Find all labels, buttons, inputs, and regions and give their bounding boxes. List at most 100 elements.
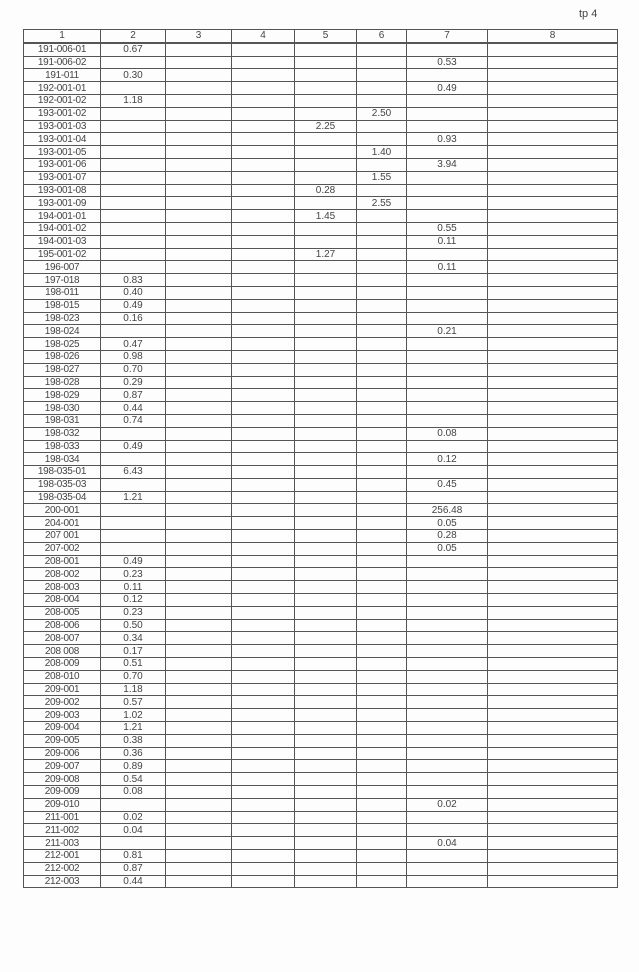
table-row: 209-008 0.54 xyxy=(23,772,618,787)
value-cell xyxy=(406,196,488,211)
value-cell xyxy=(165,93,232,108)
value-cell xyxy=(294,669,357,684)
value-cell xyxy=(231,682,295,697)
value-cell: 0.11 xyxy=(406,260,488,275)
value-cell xyxy=(487,772,618,787)
value-cell xyxy=(294,541,357,556)
table-row: 192-001-01 0.49 xyxy=(23,81,618,95)
value-cell: 0.08 xyxy=(100,785,166,799)
row-id-cell: 198-011 xyxy=(23,285,101,300)
value-cell: 0.34 xyxy=(100,631,166,646)
value-cell xyxy=(294,593,357,607)
value-cell xyxy=(100,119,166,134)
value-cell xyxy=(294,682,357,697)
row-id-cell: 193-001-05 xyxy=(23,145,101,159)
value-cell xyxy=(406,362,488,377)
value-cell xyxy=(231,183,295,198)
value-cell xyxy=(165,183,232,198)
value-cell xyxy=(294,55,357,70)
value-cell xyxy=(406,106,488,121)
value-cell xyxy=(487,516,618,531)
row-id-cell: 212-001 xyxy=(23,849,101,863)
value-cell xyxy=(165,874,232,889)
value-cell: 0.38 xyxy=(100,733,166,748)
value-cell: 0.30 xyxy=(100,68,166,83)
value-cell xyxy=(294,401,357,415)
value-cell: 0.28 xyxy=(294,183,357,198)
value-cell: 0.98 xyxy=(100,349,166,364)
value-cell xyxy=(487,605,618,620)
value-cell xyxy=(100,529,166,543)
column-header: 7 xyxy=(406,28,488,44)
value-cell: 1.02 xyxy=(100,708,166,723)
value-cell: 0.50 xyxy=(100,618,166,633)
column-header: 8 xyxy=(487,28,618,44)
value-cell xyxy=(487,388,618,403)
value-cell xyxy=(406,337,488,351)
value-cell xyxy=(294,42,357,57)
row-id-cell: 196-007 xyxy=(23,260,101,275)
value-cell xyxy=(356,234,407,249)
value-cell xyxy=(356,785,407,799)
value-cell xyxy=(294,785,357,799)
table-row: 193-001-02 2.50 xyxy=(23,106,618,121)
table-row: 198-035-03 0.45 xyxy=(23,477,618,492)
value-cell xyxy=(356,657,407,671)
value-cell: 6.43 xyxy=(100,465,166,479)
value-cell: 0.93 xyxy=(406,132,488,147)
table-row: 198-033 0.49 xyxy=(23,439,618,454)
row-id-cell: 200-001 xyxy=(23,503,101,518)
value-cell xyxy=(294,465,357,479)
value-cell xyxy=(487,183,618,198)
value-cell xyxy=(487,593,618,607)
value-cell xyxy=(294,490,357,505)
row-id-cell: 193-001-03 xyxy=(23,119,101,134)
value-cell xyxy=(487,759,618,774)
value-cell xyxy=(294,132,357,147)
table-row: 198-030 0.44 xyxy=(23,401,618,415)
value-cell xyxy=(165,849,232,863)
value-cell: 0.49 xyxy=(100,554,166,569)
value-cell xyxy=(406,170,488,185)
value-cell xyxy=(487,132,618,147)
value-cell xyxy=(406,618,488,633)
value-cell xyxy=(406,349,488,364)
value-cell xyxy=(487,145,618,159)
value-cell xyxy=(100,247,166,262)
row-id-cell: 208-010 xyxy=(23,669,101,684)
value-cell xyxy=(356,810,407,825)
value-cell: 0.67 xyxy=(100,42,166,57)
value-cell xyxy=(356,362,407,377)
table-row: 198-032 0.08 xyxy=(23,426,618,441)
value-cell xyxy=(231,298,295,313)
value-cell xyxy=(165,580,232,595)
value-cell xyxy=(231,580,295,595)
table-row: 198-023 0.16 xyxy=(23,311,618,326)
value-cell xyxy=(165,772,232,787)
value-cell xyxy=(294,234,357,249)
value-cell xyxy=(231,695,295,710)
value-cell xyxy=(294,631,357,646)
value-cell xyxy=(487,362,618,377)
value-cell xyxy=(356,772,407,787)
row-id-cell: 198-030 xyxy=(23,401,101,415)
row-id-cell: 208-004 xyxy=(23,593,101,607)
value-cell xyxy=(165,529,232,543)
row-id-cell: 198-024 xyxy=(23,324,101,339)
row-id-cell: 211-002 xyxy=(23,823,101,838)
value-cell xyxy=(356,401,407,415)
value-cell xyxy=(487,849,618,863)
value-cell xyxy=(294,580,357,595)
value-cell xyxy=(406,465,488,479)
value-cell xyxy=(165,695,232,710)
value-cell xyxy=(294,426,357,441)
value-cell xyxy=(406,490,488,505)
row-id-cell: 198-015 xyxy=(23,298,101,313)
value-cell xyxy=(231,477,295,492)
row-id-cell: 208-005 xyxy=(23,605,101,620)
value-cell: 1.21 xyxy=(100,721,166,735)
value-cell xyxy=(231,170,295,185)
value-cell xyxy=(231,797,295,812)
value-cell xyxy=(100,452,166,467)
value-cell xyxy=(294,721,357,735)
